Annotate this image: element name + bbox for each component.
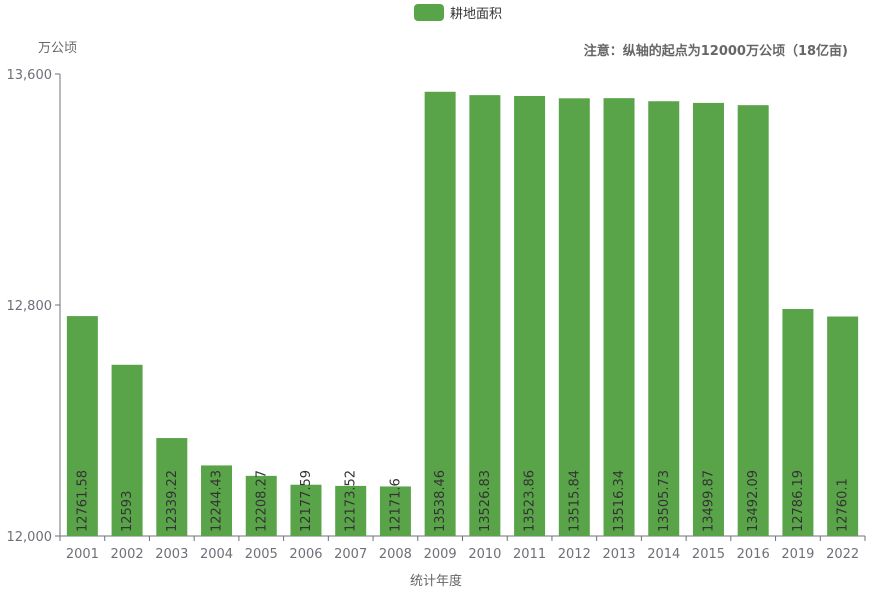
x-tick-label: 2008 xyxy=(379,547,412,562)
bar xyxy=(782,308,814,536)
axis-note: 注意：纵轴的起点为12000万公顷（18亿亩) xyxy=(583,44,848,59)
x-tick-label: 2006 xyxy=(289,547,322,562)
x-tick-label: 2012 xyxy=(558,547,591,562)
x-tick-label: 2004 xyxy=(200,547,233,562)
data-label: 13523.86 xyxy=(523,470,538,532)
data-label: 13515.84 xyxy=(567,470,582,532)
data-label: 12339.22 xyxy=(165,470,180,532)
data-label: 13492.09 xyxy=(746,470,761,532)
bar xyxy=(692,102,724,536)
y-tick-label: 12,800 xyxy=(7,299,53,314)
legend[interactable]: 耕地面积 xyxy=(414,3,502,22)
data-label: 13499.87 xyxy=(701,470,716,532)
data-label: 12760.1 xyxy=(836,478,851,532)
x-tick-label: 2009 xyxy=(424,547,457,562)
data-label: 12786.19 xyxy=(791,470,806,532)
x-tick-label: 2005 xyxy=(245,547,278,562)
x-tick-label: 2016 xyxy=(737,547,770,562)
x-tick-label: 2010 xyxy=(468,547,501,562)
bar xyxy=(245,475,277,536)
x-tick-label: 2022 xyxy=(826,547,859,562)
x-tick-label: 2007 xyxy=(334,547,367,562)
data-label: 12177.59 xyxy=(299,470,314,532)
data-label: 12593 xyxy=(120,491,135,532)
data-label: 12208.27 xyxy=(254,470,269,532)
bar xyxy=(558,98,590,536)
data-label: 12173.52 xyxy=(344,470,359,532)
data-label: 12244.43 xyxy=(210,470,225,532)
bar xyxy=(66,316,98,536)
data-label: 13505.73 xyxy=(657,470,672,532)
x-tick-label: 2003 xyxy=(155,547,188,562)
bar xyxy=(156,438,188,536)
bar xyxy=(603,98,635,536)
bar xyxy=(111,364,143,536)
x-tick-label: 2013 xyxy=(602,547,635,562)
bar xyxy=(737,105,769,537)
bar xyxy=(201,465,233,536)
legend-swatch xyxy=(414,4,444,21)
bar xyxy=(469,95,501,536)
bar xyxy=(335,485,367,536)
data-label: 12761.58 xyxy=(75,470,90,532)
bar xyxy=(827,316,859,536)
data-label: 13516.34 xyxy=(612,470,627,532)
bar xyxy=(514,95,546,537)
y-tick-label: 13,600 xyxy=(7,68,53,83)
bar xyxy=(290,484,322,536)
x-tick-label: 2019 xyxy=(781,547,814,562)
data-label: 13538.46 xyxy=(433,470,448,532)
x-tick-label: 2002 xyxy=(111,547,144,562)
x-tick-label: 2001 xyxy=(66,547,99,562)
x-tick-label: 2011 xyxy=(513,547,546,562)
x-tick-label: 2015 xyxy=(692,547,725,562)
bar xyxy=(648,101,680,536)
legend-label: 耕地面积 xyxy=(450,7,503,22)
data-label: 13526.83 xyxy=(478,470,493,532)
x-axis-title: 统计年度 xyxy=(409,574,462,589)
data-label: 12171.6 xyxy=(388,478,403,532)
y-tick-label: 12,000 xyxy=(7,530,53,545)
y-axis-unit-label: 万公顷 xyxy=(38,41,78,56)
x-tick-label: 2014 xyxy=(647,547,680,562)
bar xyxy=(379,486,411,536)
bar xyxy=(424,91,456,536)
